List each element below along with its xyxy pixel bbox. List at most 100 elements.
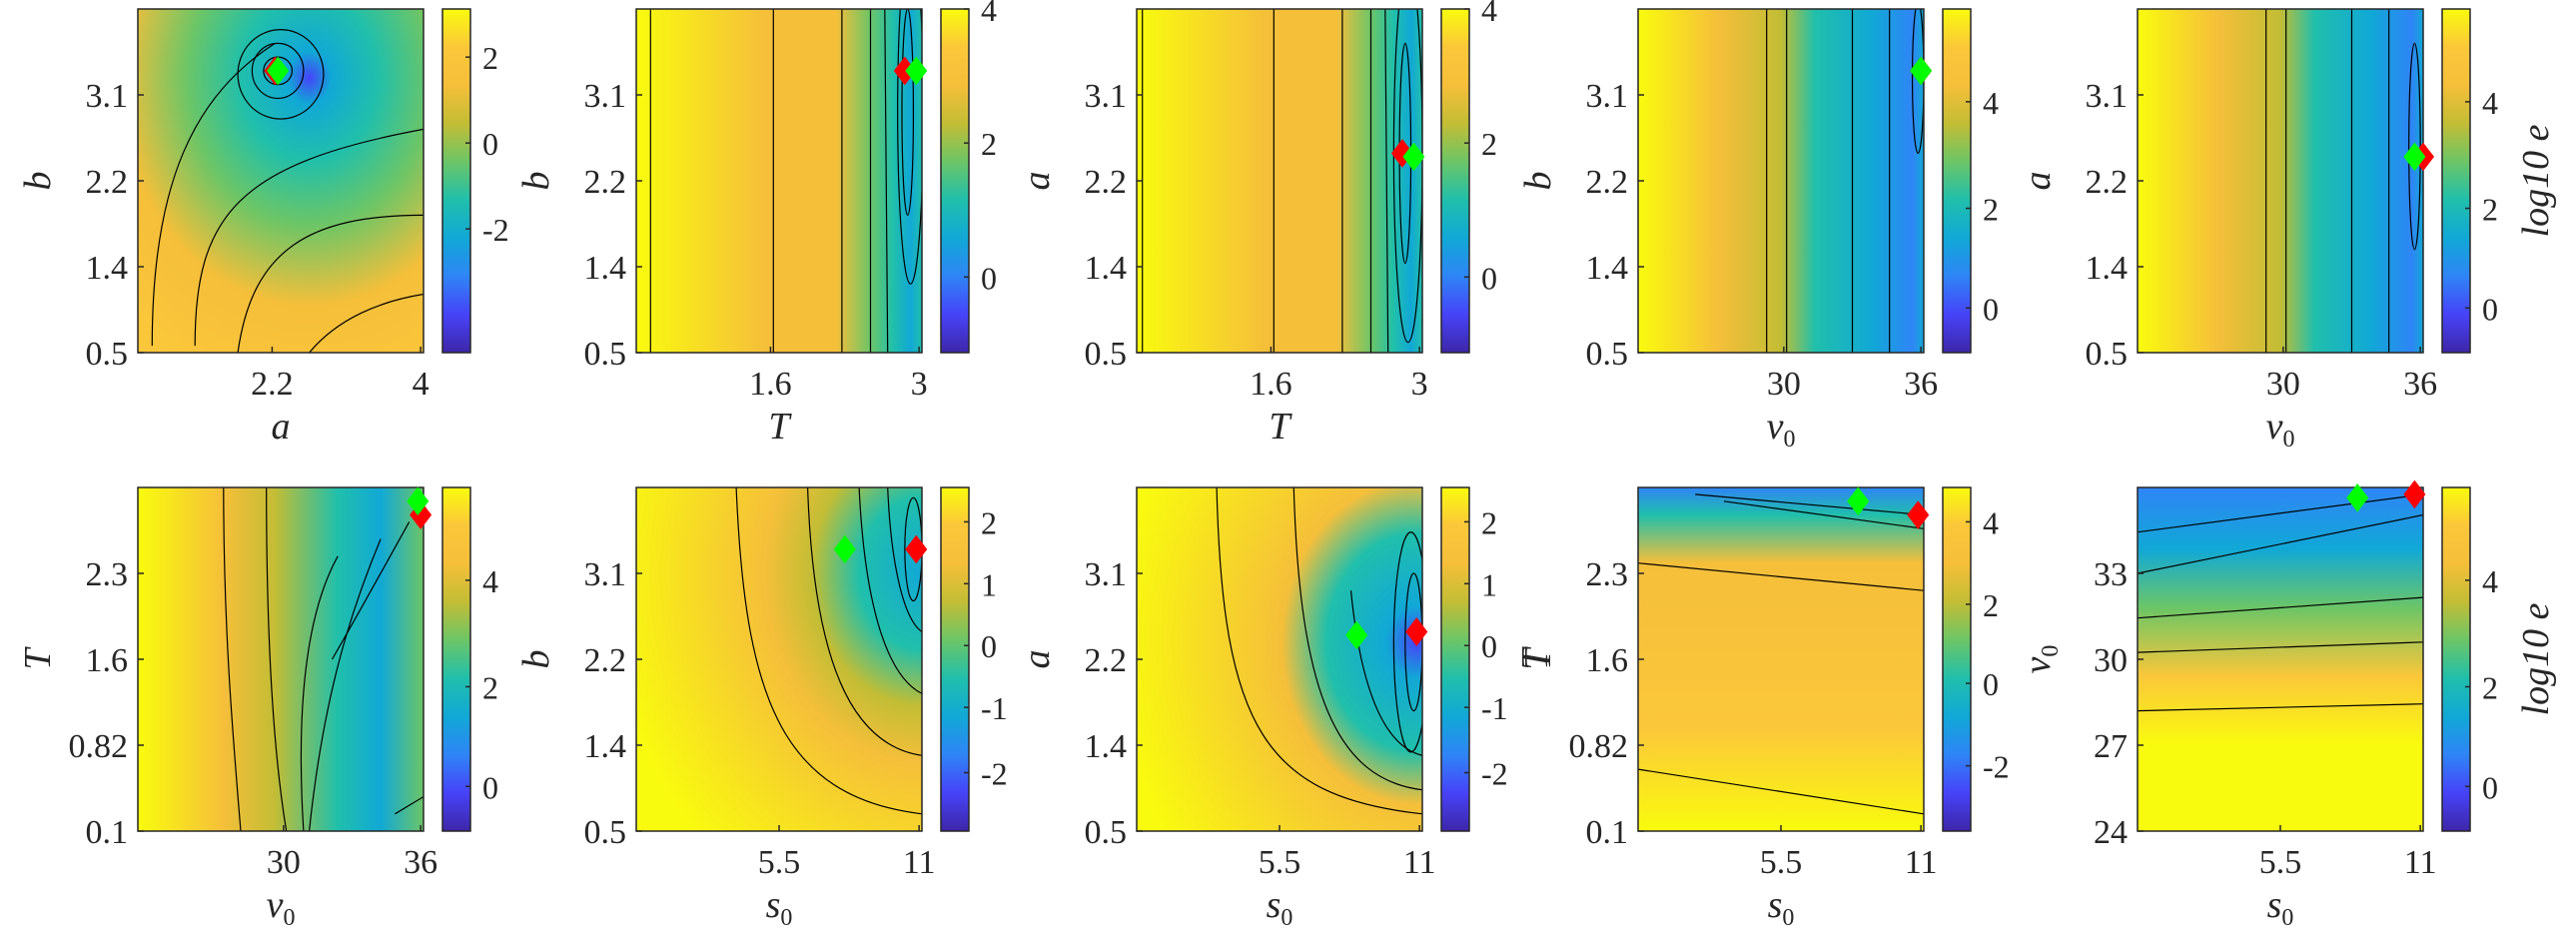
- contour-lines: [1766, 9, 1924, 353]
- y-tick-label: 33: [2094, 556, 2128, 593]
- colorbar-tick-label: 0: [981, 260, 997, 296]
- contour-line: [2138, 493, 2423, 533]
- contour-line: [1216, 487, 1422, 815]
- colorbar: [940, 8, 970, 354]
- colorbar-tick-label: 0: [1481, 260, 1497, 296]
- colorbar: [2441, 8, 2471, 354]
- y-tick-label: 0.82: [69, 728, 129, 765]
- panel-r2c5: 5.5 11 24 27 30 33 s0 v0 4 2 0 log10 e: [2017, 479, 2557, 930]
- heatmap-field: [1638, 9, 1924, 353]
- colorbar-tick-label: 4: [981, 0, 997, 28]
- y-axis-label: b: [515, 172, 557, 191]
- colorbar-tick-label: 4: [1983, 504, 1999, 540]
- y-tick-label: 0.5: [86, 336, 129, 373]
- heatmap-field: [2138, 487, 2423, 831]
- red-diamond-marker: [893, 56, 916, 86]
- colorbar-tick-label: 4: [1481, 0, 1497, 28]
- panel-r2c1: 30 36 0.1 0.82 1.6 2.3 v0 T 4 2 0: [17, 486, 498, 930]
- colorbar-tick-label: 0: [1983, 666, 1999, 702]
- y-tick-label: 1.4: [86, 250, 129, 287]
- colorbar-tick-label: -2: [1983, 749, 2010, 785]
- y-tick-label: 0.5: [1586, 336, 1629, 373]
- contour-line: [897, 9, 922, 285]
- y-tick-label: 0.5: [1085, 336, 1128, 373]
- y-tick-label: 0.1: [86, 814, 129, 851]
- colorbar-tick-label: 0: [981, 628, 997, 664]
- contour-lines: [735, 487, 922, 815]
- colorbar-tick-label: 2: [2482, 670, 2498, 706]
- y-axis-label: v0: [2017, 645, 2064, 674]
- contour-line: [223, 487, 242, 831]
- contour-line: [1404, 572, 1422, 712]
- colorbar-tick-label: 2: [2482, 192, 2498, 228]
- green-diamond-marker: [267, 56, 290, 86]
- colorbar: [940, 486, 970, 832]
- contour-line: [1911, 9, 1924, 155]
- y-axis-label: a: [2017, 172, 2059, 191]
- heatmap-field: [1137, 487, 1422, 831]
- panel-r1c5: 30 36 0.5 1.4 2.2 3.1 v0 a 4 2 0 log10 e: [2017, 8, 2557, 453]
- colorbar-tick-label: -2: [1481, 756, 1508, 792]
- x-axis-label-subscript: 0: [283, 905, 295, 930]
- x-axis-label: s0: [766, 884, 793, 930]
- red-diamond-marker: [1405, 617, 1428, 646]
- x-tick-label: 3: [911, 366, 928, 403]
- x-tick-label: 11: [1905, 844, 1938, 881]
- green-diamond-marker: [833, 534, 856, 564]
- colorbar: [2441, 486, 2471, 832]
- y-tick-label: 0.5: [2086, 336, 2129, 373]
- panel-r1c4: 30 36 0.5 1.4 2.2 3.1 v0 b 4 2 0: [1517, 8, 1999, 453]
- green-diamond-marker: [407, 486, 429, 516]
- contour-lines: [649, 9, 922, 353]
- contour-line: [194, 128, 424, 347]
- contour-line: [807, 487, 922, 756]
- x-tick-label: 2.2: [251, 366, 294, 403]
- green-diamond-marker: [1847, 486, 1870, 516]
- y-tick-label: 3.1: [1085, 556, 1128, 593]
- contour-lines: [1216, 487, 1422, 815]
- contour-line: [395, 796, 424, 815]
- x-axis-label-subscript: 0: [780, 905, 792, 930]
- x-axis-label-subscript: 0: [1782, 905, 1794, 930]
- y-tick-label: 30: [2094, 642, 2128, 679]
- colorbar-tick-label: 2: [981, 504, 997, 540]
- contour-line: [1638, 768, 1924, 815]
- y-tick-label: 0.5: [584, 814, 627, 851]
- x-tick-label: 11: [903, 844, 936, 881]
- x-tick-label: 1.6: [1250, 366, 1292, 403]
- y-tick-label: 0.5: [1085, 814, 1128, 851]
- y-tick-label: 2.2: [1586, 164, 1629, 201]
- x-tick-label: 5.5: [2259, 844, 2302, 881]
- x-tick-label: 11: [1403, 844, 1436, 881]
- colorbar-tick-label: 4: [1983, 85, 1999, 121]
- red-diamond-marker: [1907, 500, 1930, 529]
- colorbar-label: T: [1514, 646, 1556, 670]
- colorbar-tick-label: 4: [482, 563, 498, 599]
- colorbar-tick-label: -2: [981, 756, 1008, 792]
- green-diamond-marker: [2346, 483, 2369, 512]
- colorbar-label: log10 e: [2515, 124, 2557, 237]
- x-axis-label: T: [768, 406, 792, 448]
- contour-line: [858, 487, 922, 694]
- contour-line: [331, 521, 411, 660]
- y-axis-label: a: [1016, 172, 1058, 191]
- contour-line: [1695, 493, 1924, 516]
- colorbar-tick-label: 2: [1983, 192, 1999, 228]
- y-tick-label: 0.1: [1586, 814, 1629, 851]
- x-tick-label: 1.6: [749, 366, 792, 403]
- x-tick-label: 5.5: [1760, 844, 1803, 881]
- x-axis-label: s0: [1768, 884, 1795, 930]
- x-axis-label: s0: [2267, 884, 2294, 930]
- y-tick-label: 3.1: [1586, 78, 1629, 115]
- y-tick-label: 3.1: [1085, 78, 1128, 115]
- contour-lines: [1638, 493, 1924, 815]
- green-diamond-marker: [905, 56, 928, 86]
- colorbar: [441, 8, 471, 354]
- x-axis-label: v0: [1767, 406, 1796, 453]
- heatmap-field: [1638, 487, 1924, 831]
- contour-line: [1349, 590, 1422, 756]
- contour-line: [2138, 703, 2423, 712]
- x-tick-label: 30: [2266, 366, 2300, 403]
- colorbar-label: log10 e: [2515, 602, 2557, 715]
